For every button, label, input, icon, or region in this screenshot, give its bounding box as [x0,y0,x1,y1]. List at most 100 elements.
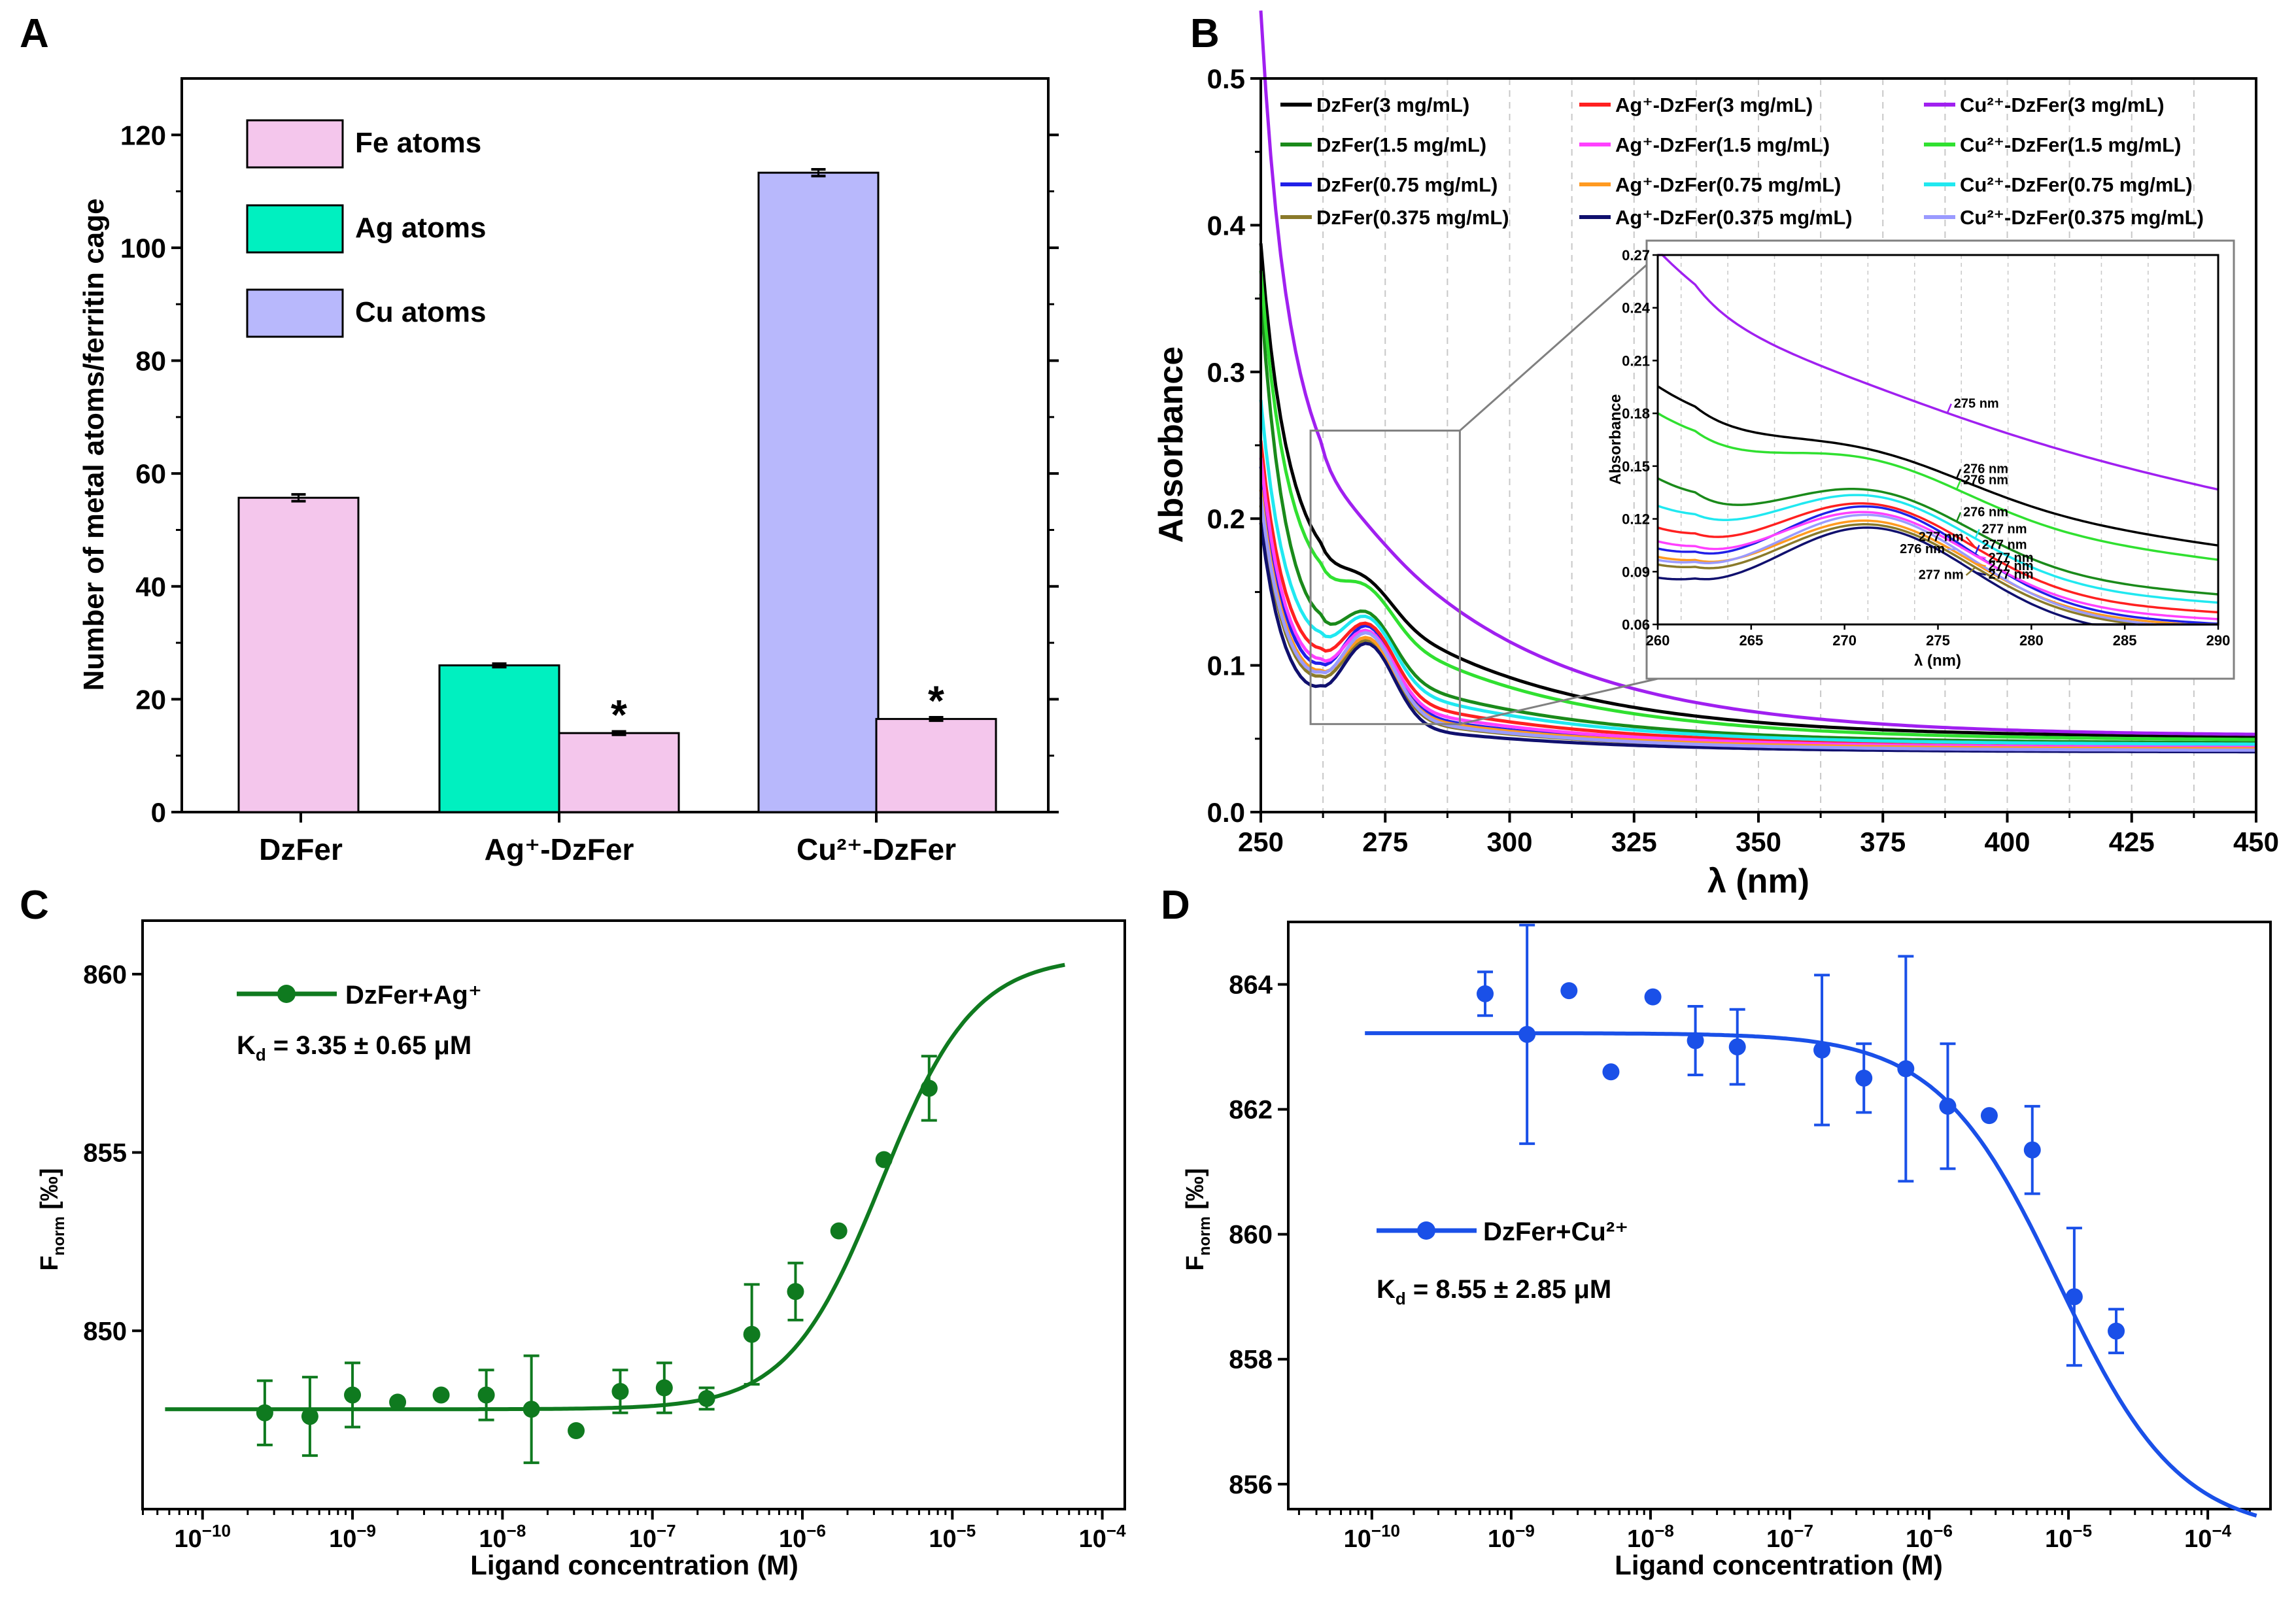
panel-b-inset-ytick-label: 0.18 [1622,405,1650,422]
panel-d-axes: 10−10 10−9 10−8 10−7 10−6 10−5 10−485685886086… [1229,971,2251,1553]
panel-b-legend-label: Ag⁺-DzFer(0.375 mg/mL) [1615,206,1853,229]
panel-c-xtick-exponent: −7 [657,1521,676,1540]
panel-c-xtick-label: 10−7 [629,1521,676,1553]
panel-d-xtick-label: 10−9 [1488,1521,1535,1553]
panel-a-legend-fe-swatch [246,119,344,169]
panel-d-xtick-exponent: −4 [2212,1521,2231,1540]
panel-b-inset-spectrum-line [1657,494,2219,604]
panel-d-xtick-exponent: −10 [1371,1521,1400,1540]
panel-c-data-point [787,1283,804,1301]
panel-b-inset-ylabel: Absorbance [1607,394,1624,485]
panel-b-ytick-label: 0.0 [1207,797,1245,828]
panel-d-xtick-label: 10−10 [1344,1521,1400,1553]
panel-d-xtick-base: 10 [2045,1525,2072,1553]
panel-c-frame [141,919,1126,1510]
panel-c-kd-sub: d [256,1045,266,1064]
panel-b-spectra [1259,10,2257,754]
panel-d-ytick-label: 862 [1229,1096,1273,1125]
panel-d-xtick-label: 10−4 [2184,1521,2231,1553]
panel-c-data-point [389,1393,407,1411]
panel-label-c: C [20,883,49,928]
panel-b-inset-xtick-label: 290 [2206,632,2231,649]
panel-c-xtick-base: 10 [329,1525,356,1553]
panel-b-xtick-label: 350 [1736,826,1781,857]
panel-d-ylabel-sub: norm [1196,1216,1214,1255]
panel-b-ytick-label: 0.4 [1207,210,1246,241]
panel-a-bar [438,664,560,813]
panel-d-data-point [1644,988,1662,1006]
panel-b-legend: DzFer(3 mg/mL) DzFer(1.5 mg/mL) DzFer(0.75… [1280,94,2204,229]
panel-c-xtick-label: 10−10 [175,1521,231,1553]
panel-b-zoom-connector-bottom [1460,677,1658,725]
panel-c-data-point [477,1386,495,1404]
panel-b-inset-peak-arrow [1946,403,1952,414]
panel-c-xtick-label: 10−6 [779,1521,826,1553]
panel-b-inset-spectrum-line [1657,385,2219,547]
panel-b-xtick-label: 450 [2233,826,2279,857]
panel-a-ytick-label: 100 [120,233,166,264]
panel-d-data-point [1728,1038,1746,1056]
panel-b-inset-peak-label: 277 nm [1989,568,2034,582]
panel-d-ytick-label: 858 [1229,1346,1273,1374]
panel-d-kd-text: = 8.55 ± 2.85 μM [1406,1275,1611,1304]
panel-c-xtick-base: 10 [1079,1525,1106,1553]
panel-b-legend-label: DzFer(1.5 mg/mL) [1316,133,1486,156]
panel-c-data-point [830,1222,848,1240]
panel-b-inset-peak-label: 275 nm [1954,397,1999,411]
panel-b-inset-peak-label: 277 nm [1989,551,2034,566]
panel-c-xtick-base: 10 [779,1525,806,1553]
panel-a-legend-fe-label: Fe atoms [355,127,481,159]
panel-c-xtick-base: 10 [479,1525,506,1553]
panel-c-xtick-label: 10−4 [1079,1521,1126,1553]
panel-a-ytick-label: 120 [120,120,166,150]
panel-b-inset-spectrum-line [1657,477,2219,596]
panel-b-zoom-region [1309,430,1461,725]
panel-b-inset-xtick-label: 285 [2113,632,2137,649]
panel-c-xtick-base: 10 [929,1525,956,1553]
panel-a-ytick-label: 20 [135,684,166,715]
panel-d-xtick-exponent: −7 [1794,1521,1813,1540]
panel-d-data-point [1897,1060,1915,1078]
panel-c-xtick-exponent: −5 [957,1521,976,1540]
panel-c-xtick-exponent: −8 [507,1521,526,1540]
panel-c-data-point [344,1386,362,1404]
panel-c-data-point [256,1404,273,1421]
panel-b-inset-spectrum-line [1657,505,2219,625]
panel-c-xtick-base: 10 [629,1525,657,1553]
panel-b-inset-spectrum-line [1657,523,2218,626]
panel-b-inset-peak-arrow [1975,562,1986,568]
panel-b-axes: 250 275 300 325 350 375 400 425 450 0.0 0.1 0.2 0.3 0… [1207,63,2279,857]
panel-b-ytick-label: 0.5 [1207,63,1245,94]
panel-b-line-chart: 250 275 300 325 350 375 400 425 450 0.0 0.1 0.2 0.3 0… [1152,10,2279,900]
panel-a-ytick-label: 60 [135,458,166,489]
panel-b-inset-peak-label: 276 nm [1963,473,2008,487]
panel-c-data-point [568,1422,585,1439]
panel-b-inset-axes: 260 265 270 275 280 285 290 0.06 0.09 0.12 0.15 0.1… [1622,247,2230,649]
panel-c-data-point [875,1151,893,1168]
panel-b-xtick-label: 400 [1984,826,2030,857]
panel-d-fit-curve [1365,1031,2257,1518]
panel-c-ylabel-tail: [‰] [36,1168,63,1216]
panel-b-ytick-label: 0.1 [1207,651,1245,681]
panel-c-data-point [920,1080,938,1097]
panel-c-legend-label: DzFer+Ag⁺ [345,981,482,1010]
panel-b-inset-ytick-label: 0.06 [1622,617,1650,633]
panel-c-xlabel: Ligand concentration (M) [470,1550,798,1580]
panel-b-inset-ytick-label: 0.15 [1622,458,1650,475]
panel-b-inset-spectrum-line [1657,502,2219,614]
panel-a-cat-cu-dzfer: Cu²⁺-DzFer [797,832,956,866]
panel-b-xtick-label: 375 [1860,826,1906,857]
panel-b-legend-label: DzFer(3 mg/mL) [1316,94,1469,116]
panel-c-xtick-exponent: −4 [1106,1521,1126,1540]
panel-d-xtick-base: 10 [2184,1525,2212,1553]
panel-b-spectrum-line [1259,497,2256,752]
panel-c-kd-main: K [237,1031,256,1060]
panel-c-fit-curve [165,962,1065,1412]
panel-b-inset-ytick-label: 0.27 [1622,247,1650,264]
panel-b-ylabel: Absorbance [1152,347,1190,543]
panel-d-ylabel: Fnorm [‰] [1182,1168,1214,1270]
panel-b-xtick-label: 325 [1611,826,1657,857]
panel-d-ylabel-main: F [1182,1255,1209,1270]
